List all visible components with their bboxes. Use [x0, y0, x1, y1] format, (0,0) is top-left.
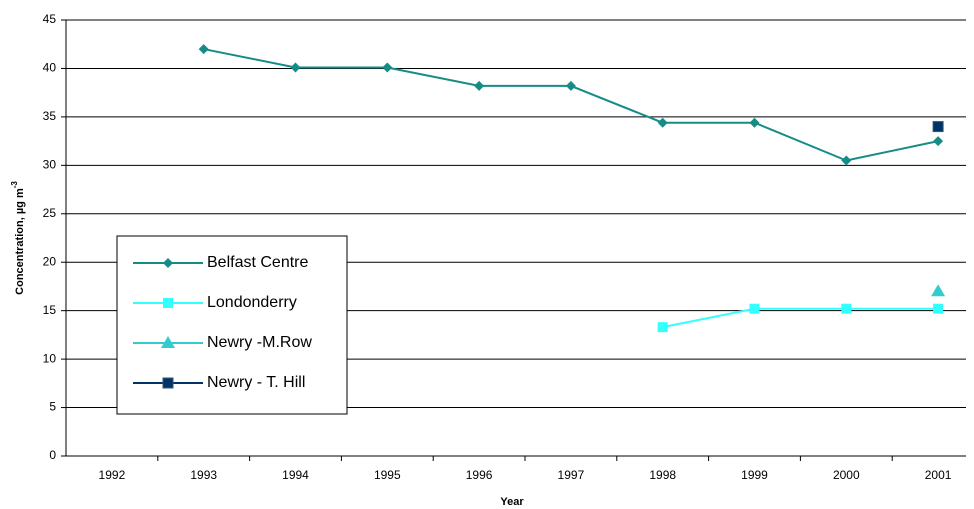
x-tick-label: 2000	[833, 468, 860, 482]
legend-label: Newry -M.Row	[207, 334, 312, 351]
series-line	[662, 307, 939, 329]
data-point	[657, 322, 668, 333]
y-tick-label: 5	[49, 400, 56, 414]
x-tick-label: 1998	[649, 468, 676, 482]
data-point	[841, 303, 852, 314]
data-point	[932, 121, 944, 133]
x-tick-label: 2001	[925, 468, 952, 482]
x-tick-label: 1995	[374, 468, 401, 482]
y-tick-label: 45	[43, 12, 57, 26]
legend-box	[116, 235, 348, 415]
y-axis-title: Concentration, µg m-3	[10, 181, 26, 295]
data-point	[933, 136, 944, 147]
y-tick-label: 20	[43, 254, 57, 268]
data-point	[657, 117, 668, 128]
legend-marker	[163, 258, 173, 268]
data-point	[565, 80, 576, 91]
x-tick-label: 1992	[99, 468, 126, 482]
data-point	[474, 80, 485, 91]
x-tick-label: 1999	[741, 468, 768, 482]
y-axis-title-superscript: -3	[10, 181, 19, 189]
x-tick-label: 1996	[466, 468, 493, 482]
data-point	[933, 303, 944, 314]
y-tick-label: 35	[43, 109, 57, 123]
y-tick-label: 30	[43, 158, 57, 172]
y-axis-title-main: Concentration, µg m	[14, 188, 26, 295]
data-point	[382, 62, 393, 73]
data-point	[749, 303, 760, 314]
x-axis-title: Year	[500, 496, 524, 508]
y-tick-label: 25	[43, 206, 57, 220]
y-tick-label: 40	[43, 61, 57, 75]
data-point	[841, 155, 852, 166]
x-tick-label: 1997	[558, 468, 585, 482]
legend-marker	[161, 336, 175, 348]
y-tick-label: 15	[43, 303, 57, 317]
legend-label: Newry - T. Hill	[207, 374, 305, 391]
data-point	[931, 284, 946, 297]
data-point	[198, 44, 209, 55]
series-line	[203, 48, 939, 162]
y-tick-label: 0	[49, 448, 56, 462]
data-point	[290, 62, 301, 73]
x-tick-label: 1994	[282, 468, 309, 482]
legend-label: Londonderry	[207, 294, 297, 311]
x-tick-label: 1993	[190, 468, 217, 482]
data-point	[749, 117, 760, 128]
legend-marker	[162, 377, 174, 389]
legend-label: Belfast Centre	[207, 254, 308, 271]
legend-marker	[163, 298, 173, 308]
y-tick-label: 10	[43, 351, 57, 365]
